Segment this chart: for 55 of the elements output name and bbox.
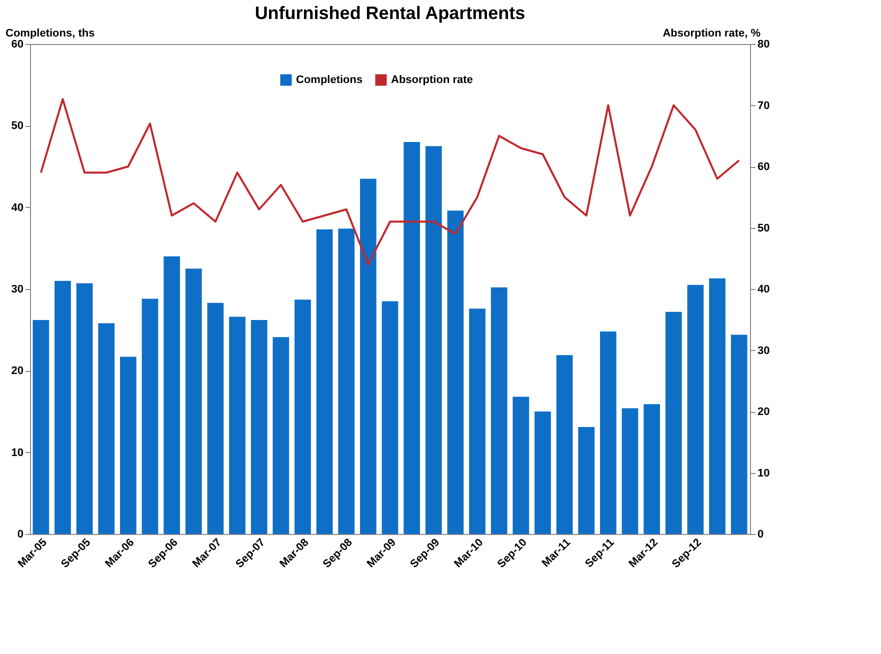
y-tick-label: 20	[11, 365, 24, 378]
bar	[730, 334, 748, 534]
y2-axis-title: Absorption rate, %	[662, 28, 761, 40]
bar	[164, 256, 180, 534]
line-series	[40, 98, 740, 266]
y-tick-label: 0	[17, 528, 24, 540]
y2-tick-label: 60	[758, 161, 770, 173]
y2-tick-label: 10	[758, 467, 770, 480]
y2-tick-label: 40	[758, 284, 770, 296]
bar	[32, 320, 50, 534]
bar	[294, 300, 311, 534]
bar	[687, 284, 704, 534]
bar	[600, 331, 616, 534]
bar	[185, 268, 202, 534]
bar	[644, 404, 660, 534]
bar	[229, 316, 246, 534]
bar	[469, 308, 486, 534]
bar	[76, 283, 93, 534]
y-tick-label: 60	[11, 38, 24, 50]
y-tick-label: 50	[11, 120, 24, 132]
y-axis-title: Completions, ths	[6, 28, 95, 40]
bar	[578, 427, 595, 534]
bar	[556, 355, 573, 534]
y-tick-label: 10	[11, 446, 24, 459]
bar	[447, 210, 464, 534]
bar	[272, 337, 290, 534]
bar	[316, 229, 333, 534]
y2-tick-label: 70	[758, 100, 770, 112]
bar	[250, 320, 268, 534]
y2-tick-label: 20	[758, 406, 770, 418]
bar	[98, 323, 115, 534]
bar	[425, 146, 442, 534]
bar	[54, 280, 71, 534]
bar	[207, 302, 224, 534]
bar	[360, 178, 376, 534]
legend-label: Completions	[296, 74, 363, 86]
y2-tick-label: 0	[758, 528, 764, 540]
y2-tick-label: 30	[758, 344, 770, 357]
bar	[338, 228, 355, 534]
y2-tick-label: 80	[758, 38, 770, 50]
bar	[622, 408, 638, 534]
chart-title: Unfurnished Rental Apartments	[254, 3, 526, 23]
bar	[534, 412, 551, 534]
bar	[120, 356, 136, 534]
y-tick-label: 30	[11, 284, 24, 296]
bar	[382, 301, 398, 534]
bar	[709, 278, 726, 534]
bar	[512, 396, 530, 534]
bar	[404, 142, 420, 534]
y-tick-label: 40	[11, 202, 24, 214]
legend-label: Absorption rate	[391, 74, 473, 86]
bar	[142, 298, 158, 534]
bar	[665, 312, 682, 534]
bar	[490, 287, 508, 534]
y2-tick-label: 50	[758, 222, 770, 234]
